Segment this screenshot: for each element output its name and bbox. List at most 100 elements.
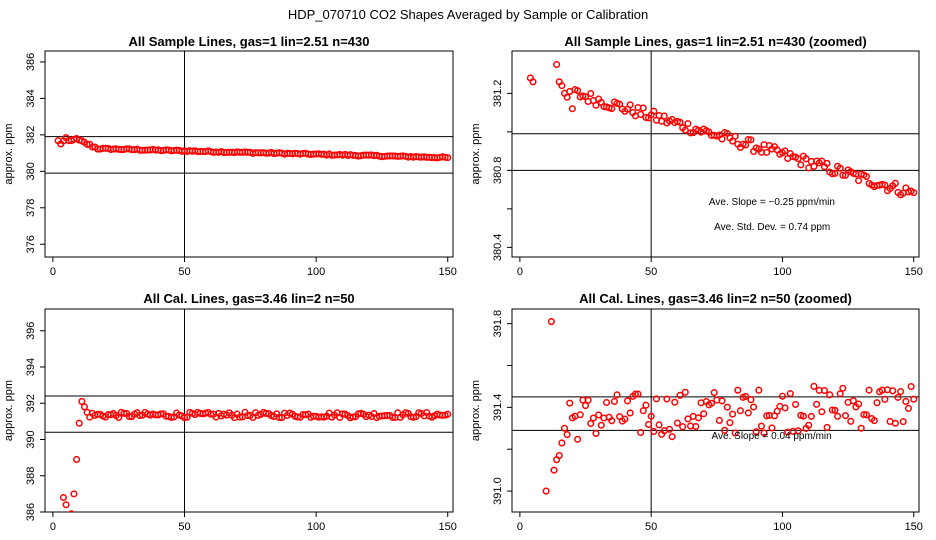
y-tick-label: 391.8 (492, 310, 504, 338)
data-point (553, 60, 561, 69)
data-point (120, 409, 128, 417)
y-tick-label: 396 (25, 322, 37, 340)
data-point (558, 82, 566, 90)
data-point (660, 112, 668, 120)
data-point (62, 501, 70, 509)
data-point (734, 386, 742, 394)
data-point (692, 422, 700, 431)
panel-title: All Cal. Lines, gas=3.46 lin=2 n=50 (143, 291, 354, 306)
data-point (839, 384, 847, 392)
data-point (718, 397, 726, 405)
data-point (647, 412, 655, 420)
data-point (68, 510, 75, 512)
data-point (744, 135, 752, 144)
data-point (597, 421, 605, 429)
figure-title: HDP_070710 CO2 Shapes Averaged by Sample… (288, 7, 648, 22)
data-point (608, 105, 616, 113)
data-point (836, 164, 844, 172)
data-point (828, 170, 836, 178)
data-point (529, 78, 537, 86)
data-point (881, 181, 889, 189)
data-point (855, 400, 863, 408)
data-point (744, 409, 752, 417)
data-point (574, 87, 582, 95)
data-point (550, 466, 558, 474)
data-point (679, 423, 687, 431)
data-point (563, 431, 571, 439)
data-point (684, 120, 692, 128)
data-point (742, 392, 750, 400)
data-point (136, 411, 144, 420)
x-tick-label: 150 (439, 266, 457, 278)
stddev-annotation: Ave. Std. Dev. = 0.74 ppm (714, 222, 830, 233)
data-point (563, 93, 571, 101)
x-tick-label: 0 (50, 521, 56, 533)
data-point (642, 401, 650, 409)
data-point (797, 161, 805, 169)
data-point (75, 419, 83, 427)
y-tick-label: 392 (25, 394, 37, 412)
data-point (626, 101, 634, 109)
data-point (700, 410, 708, 418)
data-point (710, 389, 718, 397)
data-point (70, 490, 78, 498)
data-point (862, 411, 871, 419)
data-point (568, 105, 576, 113)
data-point (726, 419, 734, 427)
data-points (526, 60, 918, 199)
data-point (634, 390, 642, 398)
y-tick-label: 388 (25, 467, 37, 485)
y-tick-label: 386 (25, 53, 37, 71)
data-points (54, 134, 452, 162)
plot-frame (511, 308, 920, 513)
data-point (555, 451, 563, 460)
data-point (444, 154, 452, 162)
data-point (595, 411, 603, 419)
data-point (810, 382, 818, 390)
data-point (820, 386, 829, 395)
data-point (581, 402, 590, 410)
data-point (807, 412, 815, 420)
data-point (621, 415, 629, 423)
data-point (687, 129, 695, 137)
x-tick-label: 0 (517, 521, 523, 533)
x-tick-label: 150 (439, 521, 457, 533)
y-axis-label: approx. ppm (3, 123, 15, 184)
data-point (275, 413, 283, 421)
panel-title: All Sample Lines, gas=1 lin=2.51 n=430 (129, 34, 370, 49)
data-point (388, 413, 397, 421)
data-point (910, 189, 918, 197)
x-tick-label: 50 (645, 521, 657, 533)
x-tick-label: 0 (517, 266, 523, 278)
data-point (897, 387, 905, 396)
data-point (731, 132, 739, 140)
x-tick-label: 50 (645, 266, 657, 278)
data-point (902, 397, 910, 405)
data-point (841, 412, 850, 420)
data-point (681, 126, 689, 134)
data-point (860, 411, 868, 419)
data-point (592, 429, 600, 437)
data-point (847, 417, 855, 425)
data-point (589, 414, 597, 422)
data-point (587, 89, 595, 98)
data-point (755, 386, 763, 394)
data-point (78, 397, 86, 405)
data-point (566, 399, 574, 407)
data-point (718, 135, 726, 143)
data-point (752, 428, 760, 436)
data-point (207, 410, 215, 418)
y-tick-label: 380.4 (492, 234, 504, 262)
panel-title: All Sample Lines, gas=1 lin=2.51 n=430 (… (564, 34, 866, 49)
data-point (637, 428, 645, 437)
y-axis-label: approx. ppm (470, 123, 482, 184)
data-point (828, 406, 836, 414)
y-tick-label: 391.0 (492, 477, 504, 505)
data-point (574, 435, 582, 443)
data-point (831, 406, 839, 414)
data-point (836, 390, 844, 398)
x-tick-label: 0 (50, 266, 56, 278)
data-point (760, 429, 768, 437)
x-tick-label: 100 (773, 266, 791, 278)
data-point (584, 396, 592, 404)
